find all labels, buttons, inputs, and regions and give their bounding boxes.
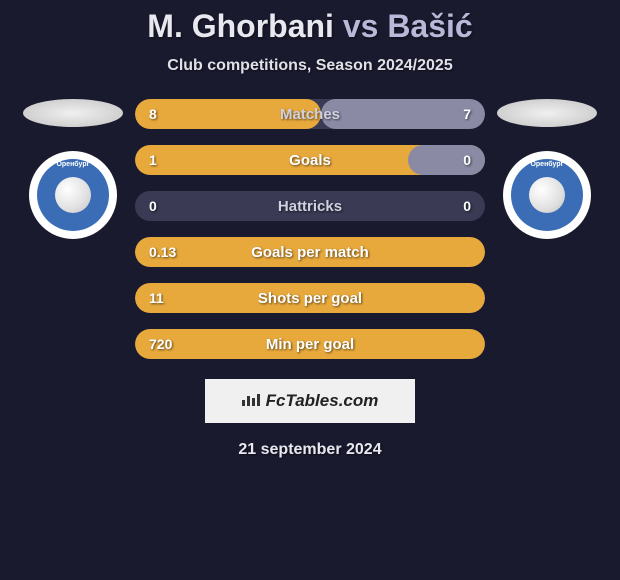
stat-value-right: 0 [463,152,471,168]
main-area: Оренбург 8Matches71Goals00Hattricks00.13… [0,99,620,359]
stat-row: 720Min per goal [135,329,485,359]
player2-name: Bašić [387,8,472,44]
player1-avatar-placeholder [23,99,123,127]
stat-row: 11Shots per goal [135,283,485,313]
stat-row: 0Hattricks0 [135,191,485,221]
watermark-text: FcTables.com [266,391,379,411]
vs-text: vs [343,8,379,44]
player2-avatar-placeholder [497,99,597,127]
soccer-ball-icon [55,177,91,213]
stat-value-right: 0 [463,198,471,214]
page-title: M. Ghorbani vs Bašić [147,8,472,45]
stat-value-right: 7 [463,106,471,122]
stat-label: Goals [135,152,485,169]
stat-label: Matches [135,106,485,123]
club-badge-text: Оренбург [37,161,109,168]
stats-column: 8Matches71Goals00Hattricks00.13Goals per… [135,99,485,359]
player1-club-badge: Оренбург [29,151,117,239]
right-side-column: Оренбург [497,99,597,239]
stat-label: Hattricks [135,198,485,215]
subtitle: Club competitions, Season 2024/2025 [167,57,452,75]
player2-club-badge: Оренбург [503,151,591,239]
stat-label: Min per goal [135,336,485,353]
player1-name: M. Ghorbani [147,8,334,44]
stat-row: 1Goals0 [135,145,485,175]
club-badge-inner: Оренбург [511,159,583,231]
left-side-column: Оренбург [23,99,123,239]
date-text: 21 september 2024 [238,441,381,459]
club-badge-inner: Оренбург [37,159,109,231]
stat-label: Goals per match [135,244,485,261]
stat-row: 8Matches7 [135,99,485,129]
chart-icon [242,392,260,411]
stat-row: 0.13Goals per match [135,237,485,267]
soccer-ball-icon [529,177,565,213]
club-badge-text: Оренбург [511,161,583,168]
watermark: FcTables.com [205,379,415,423]
stat-label: Shots per goal [135,290,485,307]
comparison-container: M. Ghorbani vs Bašić Club competitions, … [0,0,620,580]
